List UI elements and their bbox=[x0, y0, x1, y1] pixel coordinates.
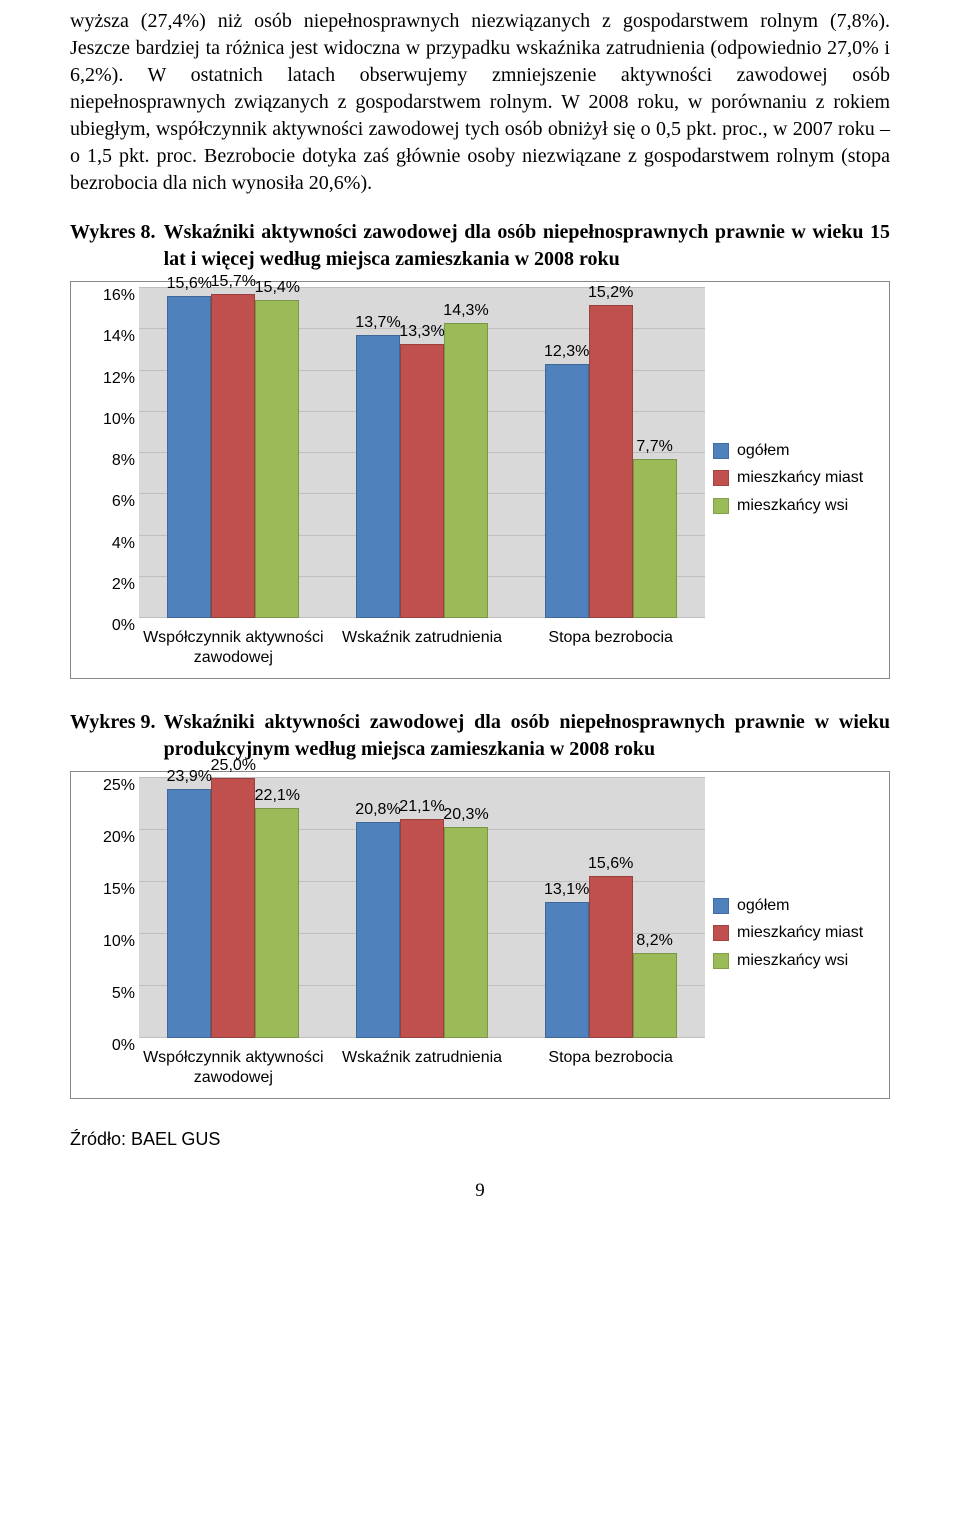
x-category-label: Współczynnik aktywności zawodowej bbox=[139, 1048, 328, 1088]
y-tick-label: 20% bbox=[77, 829, 135, 847]
legend-label: mieszkańcy miast bbox=[737, 468, 863, 487]
x-category-label: Wskaźnik zatrudnienia bbox=[328, 1048, 517, 1088]
bar-value-label: 13,3% bbox=[399, 323, 444, 341]
bar-value-label: 12,3% bbox=[544, 343, 589, 361]
y-tick-label: 6% bbox=[77, 493, 135, 511]
bar-value-label: 8,2% bbox=[636, 932, 672, 950]
y-tick-label: 0% bbox=[77, 1037, 135, 1055]
chart8-title: Wykres 8. Wskaźniki aktywności zawodowej… bbox=[70, 219, 890, 273]
bar: 8,2% bbox=[633, 953, 677, 1038]
bar-value-label: 23,9% bbox=[167, 768, 212, 786]
legend-label: mieszkańcy miast bbox=[737, 923, 863, 942]
legend-label: mieszkańcy wsi bbox=[737, 496, 848, 515]
bar: 25,0% bbox=[211, 778, 255, 1038]
bar-group: 13,7%13,3%14,3% bbox=[356, 323, 488, 618]
bar: 13,3% bbox=[400, 344, 444, 618]
bar-value-label: 20,3% bbox=[443, 806, 488, 824]
bar: 15,2% bbox=[589, 305, 633, 619]
bar: 20,8% bbox=[356, 822, 400, 1038]
chart8-title-text: Wskaźniki aktywności zawodowej dla osób … bbox=[164, 219, 890, 273]
bar: 23,9% bbox=[167, 789, 211, 1038]
legend-swatch bbox=[713, 898, 729, 914]
legend-item: mieszkańcy wsi bbox=[713, 951, 883, 970]
y-tick-label: 12% bbox=[77, 370, 135, 388]
bar-value-label: 21,1% bbox=[399, 798, 444, 816]
legend-swatch bbox=[713, 443, 729, 459]
x-category-label: Stopa bezrobocia bbox=[516, 628, 705, 668]
page-number: 9 bbox=[70, 1180, 890, 1202]
y-tick-label: 10% bbox=[77, 411, 135, 429]
legend-label: mieszkańcy wsi bbox=[737, 951, 848, 970]
bar: 13,1% bbox=[545, 902, 589, 1038]
chart9-label: Wykres 9. bbox=[70, 709, 164, 763]
bar-value-label: 15,2% bbox=[588, 284, 633, 302]
y-tick-label: 16% bbox=[77, 287, 135, 305]
legend-label: ogółem bbox=[737, 896, 789, 915]
bar-group: 12,3%15,2%7,7% bbox=[545, 305, 677, 619]
chart8-frame: 0% 2% 4% 6% 8% 10% 12% 14% 16% 15,6%15,7%15,4% 13,… bbox=[70, 281, 890, 679]
y-tick-label: 10% bbox=[77, 933, 135, 951]
bar: 12,3% bbox=[545, 364, 589, 618]
bar-value-label: 15,4% bbox=[255, 279, 300, 297]
bar-group: 20,8%21,1%20,3% bbox=[356, 819, 488, 1038]
bar-group: 23,9%25,0%22,1% bbox=[167, 778, 299, 1038]
y-tick-label: 5% bbox=[77, 985, 135, 1003]
legend-item: mieszkańcy miast bbox=[713, 468, 883, 487]
legend-swatch bbox=[713, 953, 729, 969]
chart-legend: ogółem mieszkańcy miast mieszkańcy wsi bbox=[705, 778, 883, 1088]
chart-legend: ogółem mieszkańcy miast mieszkańcy wsi bbox=[705, 288, 883, 668]
bar-value-label: 25,0% bbox=[211, 757, 256, 775]
legend-label: ogółem bbox=[737, 441, 789, 460]
legend-item: ogółem bbox=[713, 441, 883, 460]
bar-value-label: 7,7% bbox=[636, 438, 672, 456]
bar: 15,4% bbox=[255, 300, 299, 618]
legend-item: ogółem bbox=[713, 896, 883, 915]
chart9-title: Wykres 9. Wskaźniki aktywności zawodowej… bbox=[70, 709, 890, 763]
bar: 20,3% bbox=[444, 827, 488, 1038]
y-tick-label: 0% bbox=[77, 617, 135, 635]
source-line: Źródło: BAEL GUS bbox=[70, 1129, 890, 1150]
bar: 13,7% bbox=[356, 335, 400, 618]
y-tick-label: 4% bbox=[77, 535, 135, 553]
x-category-label: Współczynnik aktywności zawodowej bbox=[139, 628, 328, 668]
x-category-label: Wskaźnik zatrudnienia bbox=[328, 628, 517, 668]
bar-group: 15,6%15,7%15,4% bbox=[167, 294, 299, 618]
y-tick-label: 15% bbox=[77, 881, 135, 899]
bar-value-label: 15,7% bbox=[211, 273, 256, 291]
legend-item: mieszkańcy miast bbox=[713, 923, 883, 942]
bar: 15,6% bbox=[167, 296, 211, 618]
bar-value-label: 14,3% bbox=[443, 302, 488, 320]
bar-value-label: 22,1% bbox=[255, 787, 300, 805]
bar: 7,7% bbox=[633, 459, 677, 618]
bar: 15,6% bbox=[589, 876, 633, 1038]
bar: 22,1% bbox=[255, 808, 299, 1038]
x-category-label: Stopa bezrobocia bbox=[516, 1048, 705, 1088]
bar-value-label: 13,1% bbox=[544, 881, 589, 899]
legend-swatch bbox=[713, 498, 729, 514]
chart9-frame: 0%5%10%15%20%25%23,9%25,0%22,1%20,8%21,1… bbox=[70, 771, 890, 1099]
y-tick-label: 14% bbox=[77, 328, 135, 346]
body-paragraph: wyższa (27,4%) niż osób niepełnosprawnyc… bbox=[70, 8, 890, 197]
legend-swatch bbox=[713, 925, 729, 941]
bar-value-label: 15,6% bbox=[588, 855, 633, 873]
bar-group: 13,1%15,6%8,2% bbox=[545, 876, 677, 1038]
legend-item: mieszkańcy wsi bbox=[713, 496, 883, 515]
y-tick-label: 2% bbox=[77, 576, 135, 594]
bar: 21,1% bbox=[400, 819, 444, 1038]
chart9-title-text: Wskaźniki aktywności zawodowej dla osób … bbox=[164, 709, 890, 763]
legend-swatch bbox=[713, 470, 729, 486]
bar: 15,7% bbox=[211, 294, 255, 618]
bar: 14,3% bbox=[444, 323, 488, 618]
bar-value-label: 20,8% bbox=[355, 801, 400, 819]
bar-value-label: 13,7% bbox=[355, 314, 400, 332]
bar-value-label: 15,6% bbox=[167, 275, 212, 293]
chart8-label: Wykres 8. bbox=[70, 219, 164, 273]
y-tick-label: 8% bbox=[77, 452, 135, 470]
y-tick-label: 25% bbox=[77, 777, 135, 795]
